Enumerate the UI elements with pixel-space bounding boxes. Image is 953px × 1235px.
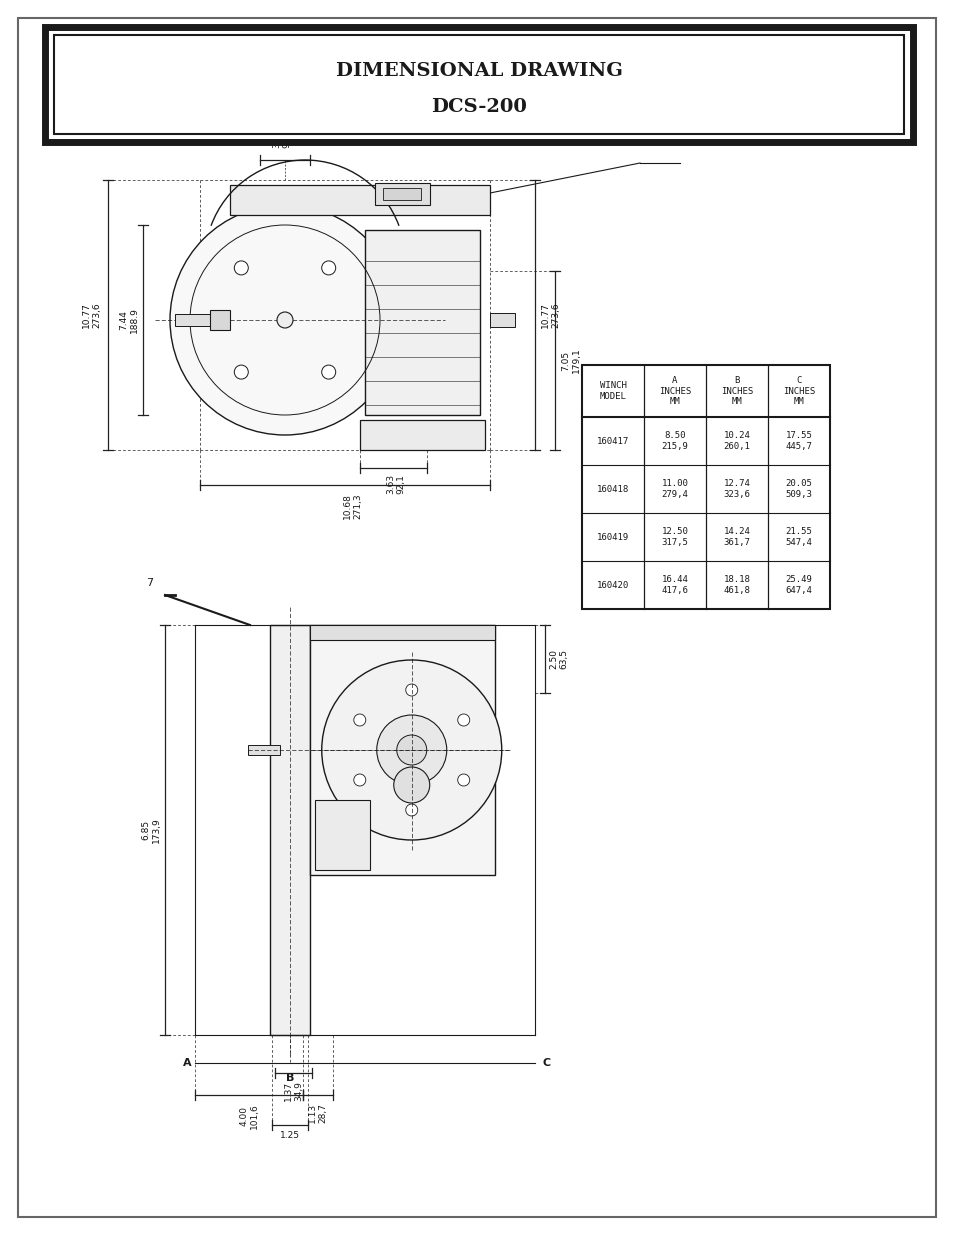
Text: 14.24
361,7: 14.24 361,7 (722, 527, 750, 547)
Text: 20.05
509,3: 20.05 509,3 (784, 479, 812, 499)
Bar (310, 625, 495, 876)
Text: A: A (182, 1058, 192, 1068)
Text: 10.68
271,3: 10.68 271,3 (343, 493, 362, 519)
Text: 12.74
323,6: 12.74 323,6 (722, 479, 750, 499)
Bar (54, 35, 903, 135)
Text: 1.37
34,9: 1.37 34,9 (283, 1081, 303, 1102)
Circle shape (457, 774, 469, 785)
Text: 10.77
273,6: 10.77 273,6 (82, 303, 102, 329)
Text: 7: 7 (146, 578, 153, 588)
Circle shape (354, 774, 365, 785)
Text: 25.49
647,4: 25.49 647,4 (784, 576, 812, 595)
Bar (45, 27, 912, 142)
Text: 11.00
279,4: 11.00 279,4 (660, 479, 688, 499)
Text: A
INCHES
MM: A INCHES MM (659, 377, 690, 406)
Bar (230, 185, 490, 215)
Circle shape (276, 312, 293, 329)
Text: B: B (286, 1073, 294, 1083)
Text: 2.50
63,5: 2.50 63,5 (549, 650, 568, 669)
Bar (310, 625, 495, 640)
Bar (270, 625, 310, 1035)
Text: 3.63
92,1: 3.63 92,1 (385, 474, 405, 494)
Bar (314, 800, 370, 869)
Bar (210, 310, 230, 330)
Circle shape (405, 684, 417, 697)
Text: DIMENSIONAL DRAWING: DIMENSIONAL DRAWING (335, 62, 621, 80)
Circle shape (457, 714, 469, 726)
Circle shape (234, 366, 248, 379)
Text: 10.24
260,1: 10.24 260,1 (722, 431, 750, 451)
Bar (375, 183, 430, 205)
Text: DCS-200: DCS-200 (431, 98, 526, 116)
Text: 6.85
173,9: 6.85 173,9 (141, 818, 160, 842)
Circle shape (376, 715, 446, 785)
Text: 1.25: 1.25 (280, 1131, 299, 1140)
Text: 3.72
94,4: 3.72 94,4 (272, 128, 292, 148)
Text: 8.50
215,9: 8.50 215,9 (660, 431, 688, 451)
Bar (490, 312, 515, 327)
Bar (174, 314, 230, 326)
Text: 7.44
188.9: 7.44 188.9 (119, 308, 138, 333)
Text: C
INCHES
MM: C INCHES MM (782, 377, 814, 406)
Text: B
INCHES
MM: B INCHES MM (720, 377, 752, 406)
Text: 17.55
445,7: 17.55 445,7 (784, 431, 812, 451)
Circle shape (321, 366, 335, 379)
Text: WINCH
MODEL: WINCH MODEL (598, 382, 626, 400)
Bar (359, 420, 484, 450)
Text: C: C (542, 1058, 551, 1068)
Text: 160419: 160419 (597, 532, 628, 541)
Circle shape (394, 767, 429, 803)
Text: 18.18
461,8: 18.18 461,8 (722, 576, 750, 595)
Text: 7.05
179,1: 7.05 179,1 (560, 347, 580, 373)
Text: 21.55
547,4: 21.55 547,4 (784, 527, 812, 547)
Text: 4.00
101,6: 4.00 101,6 (239, 1103, 258, 1129)
Text: 10.77
273,6: 10.77 273,6 (540, 303, 560, 329)
Bar (581, 366, 829, 609)
Circle shape (405, 804, 417, 816)
Text: 16.44
417,6: 16.44 417,6 (660, 576, 688, 595)
Bar (382, 188, 420, 200)
Bar (248, 745, 280, 755)
Circle shape (234, 261, 248, 275)
Text: 160417: 160417 (597, 436, 628, 446)
Circle shape (396, 735, 426, 764)
Text: 12.50
317,5: 12.50 317,5 (660, 527, 688, 547)
Text: 1.13
28,7: 1.13 28,7 (308, 1103, 328, 1123)
Circle shape (170, 205, 399, 435)
Text: 160418: 160418 (597, 484, 628, 494)
Circle shape (321, 659, 501, 840)
Circle shape (354, 714, 365, 726)
Circle shape (321, 261, 335, 275)
Text: 160420: 160420 (597, 580, 628, 589)
Bar (365, 230, 479, 415)
